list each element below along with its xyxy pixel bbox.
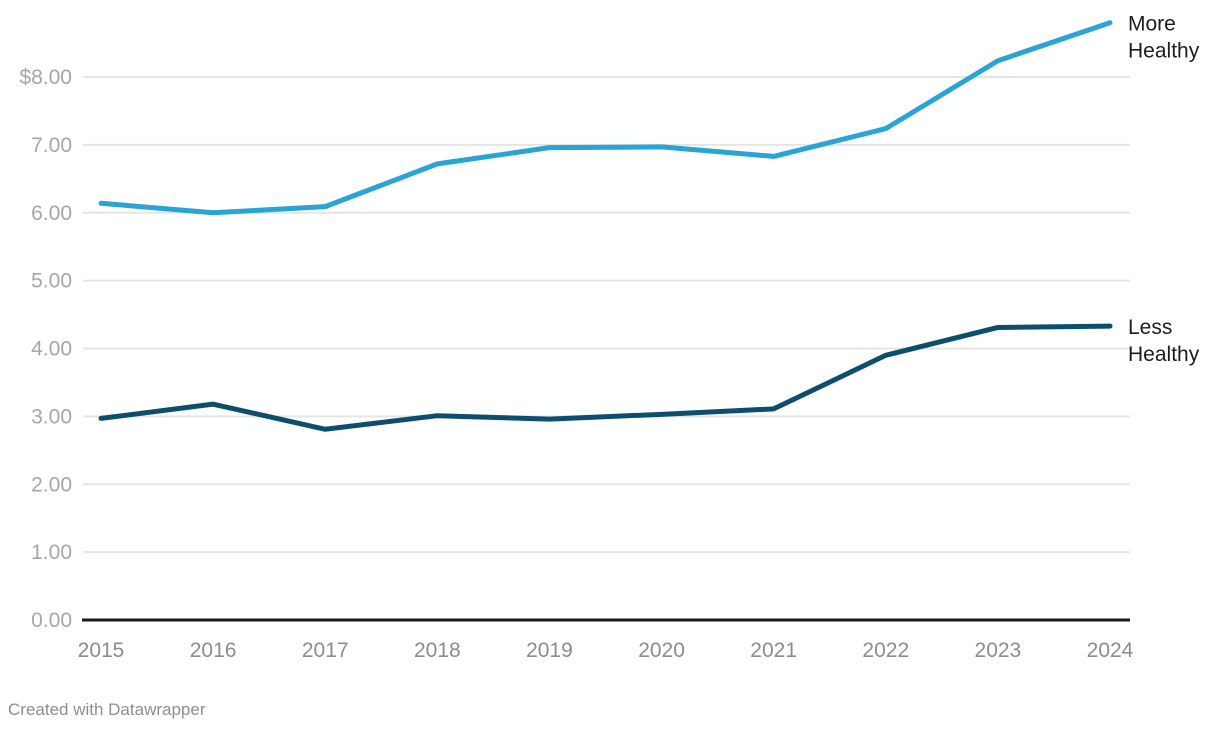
x-tick-label: 2017: [302, 639, 349, 662]
x-tick-label: 2023: [975, 639, 1022, 662]
x-tick-label: 2020: [638, 639, 685, 662]
datawrapper-attribution: Created with Datawrapper: [8, 700, 206, 719]
series-label-less-healthy: Less Healthy: [1128, 316, 1200, 366]
y-tick-label: 5.00: [31, 270, 72, 293]
x-tick-label: 2019: [526, 639, 573, 662]
x-tick-label: 2015: [78, 639, 125, 662]
y-tick-label: 3.00: [31, 405, 72, 428]
y-tick-label: $8.00: [19, 66, 72, 89]
line-chart-svg: $8.00 7.00 6.00 5.00 4.00 3.00 2.00 1.00 0.00 201…: [19, 13, 1200, 662]
x-tick-label: 2024: [1087, 639, 1134, 662]
y-tick-label: 7.00: [31, 134, 72, 157]
x-tick-label: 2022: [862, 639, 909, 662]
x-tick-label: 2018: [414, 639, 461, 662]
y-tick-label: 1.00: [31, 541, 72, 564]
x-tick-label: 2016: [190, 639, 237, 662]
y-tick-label: 4.00: [31, 338, 72, 361]
x-tick-label: 2021: [750, 639, 797, 662]
series-line-less-healthy[interactable]: [98, 323, 1113, 432]
series-line-more-healthy[interactable]: [98, 20, 1113, 216]
y-tick-label: 6.00: [31, 202, 72, 225]
y-tick-label: 2.00: [31, 473, 72, 496]
series-label-more-healthy: More Healthy: [1128, 13, 1200, 63]
y-tick-label: 0.00: [31, 609, 72, 632]
